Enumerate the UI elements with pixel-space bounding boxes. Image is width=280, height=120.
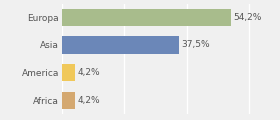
Bar <box>62 92 75 109</box>
Text: 4,2%: 4,2% <box>77 68 100 77</box>
Bar <box>62 9 231 26</box>
Text: 54,2%: 54,2% <box>234 13 262 22</box>
Bar <box>62 64 75 81</box>
Text: 4,2%: 4,2% <box>77 96 100 105</box>
Text: 37,5%: 37,5% <box>181 40 210 49</box>
Bar <box>62 36 179 54</box>
